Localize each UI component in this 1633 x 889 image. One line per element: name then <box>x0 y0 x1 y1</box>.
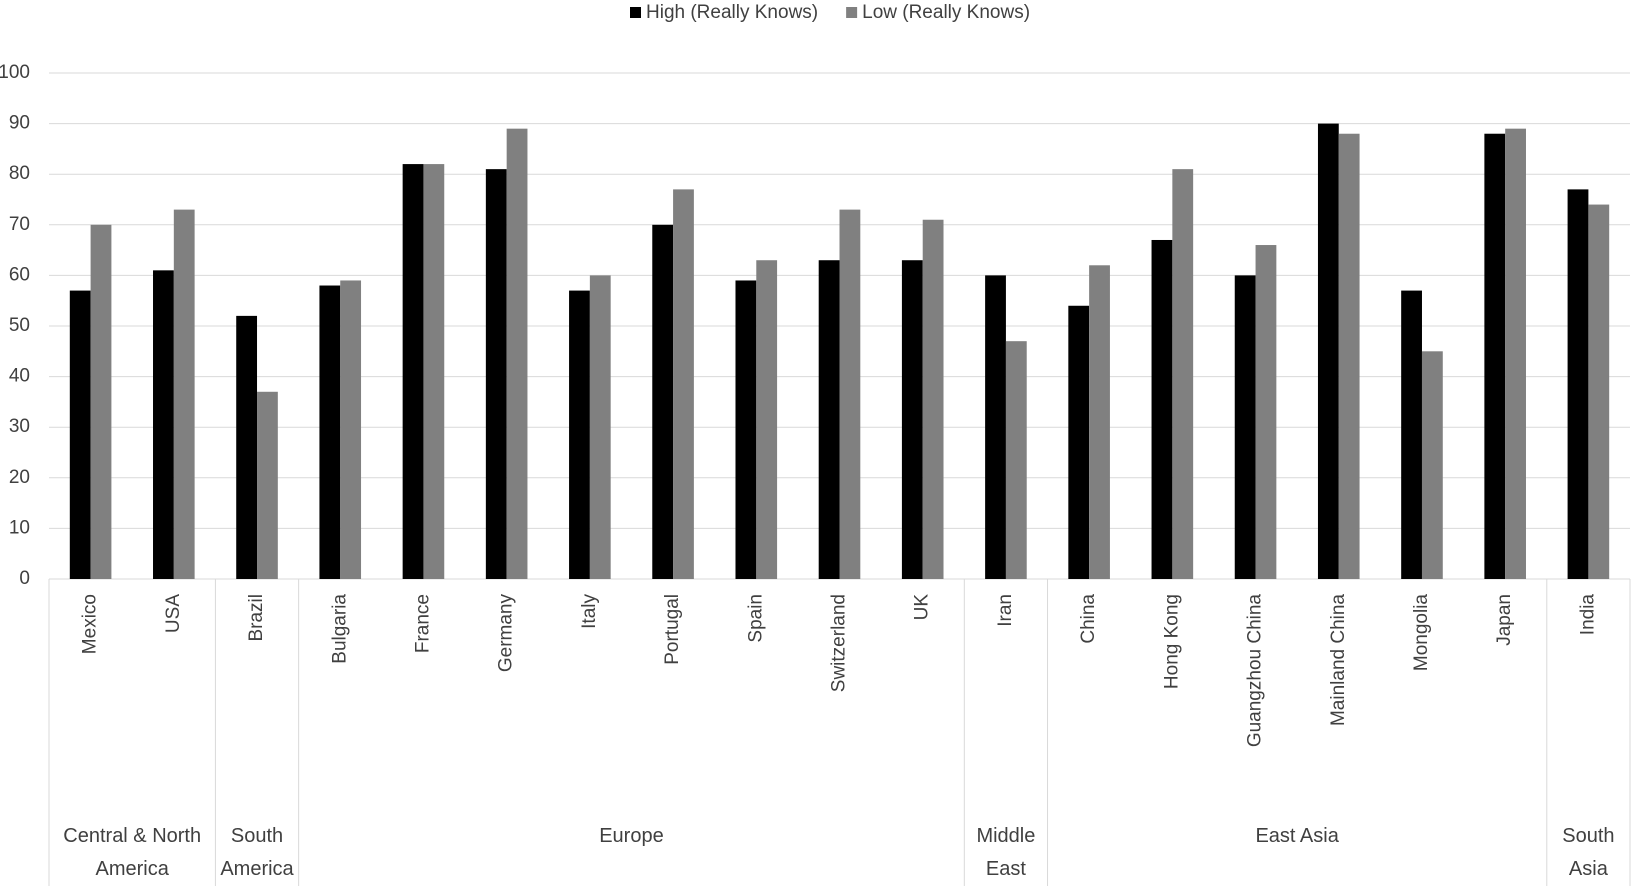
bar <box>1255 245 1277 580</box>
bar <box>1068 305 1090 579</box>
bar <box>1484 133 1506 579</box>
bar <box>153 270 174 579</box>
bar <box>818 260 840 579</box>
bar <box>1421 351 1443 579</box>
bar <box>423 164 445 579</box>
x-tick-label: Japan <box>1494 594 1515 646</box>
x-tick-label: Spain <box>745 594 766 643</box>
bar <box>340 280 362 579</box>
x-tick-label: Mainland China <box>1328 594 1349 726</box>
x-tick-label: France <box>412 594 433 653</box>
bar <box>1317 123 1339 579</box>
y-tick-label: 90 <box>9 113 30 134</box>
bar <box>652 224 674 580</box>
group-label: Middle East <box>976 825 1036 880</box>
bar <box>257 391 278 579</box>
y-tick-label: 20 <box>9 467 30 488</box>
bar <box>589 275 611 579</box>
bar <box>1005 341 1027 579</box>
bar <box>485 169 507 579</box>
group-label: Europe <box>599 825 664 847</box>
bar <box>90 224 112 580</box>
bar <box>69 290 91 579</box>
bar <box>1234 275 1256 579</box>
bar <box>985 275 1006 579</box>
y-tick-label: 40 <box>9 366 30 387</box>
legend-label: Low (Really Knows) <box>862 2 1030 23</box>
bar <box>173 209 195 579</box>
bar <box>1172 169 1194 579</box>
x-tick-label: Portugal <box>662 594 683 665</box>
x-tick-label: India <box>1577 594 1598 636</box>
group-label: South Asia <box>1562 825 1615 880</box>
group-label: Central & North America <box>63 825 202 880</box>
y-tick-label: 60 <box>9 264 30 285</box>
y-tick-label: 80 <box>9 163 30 184</box>
x-tick-label: China <box>1078 594 1099 644</box>
x-tick-label: Iran <box>995 594 1016 627</box>
legend-swatch <box>846 7 858 18</box>
bar <box>569 290 590 579</box>
bar <box>1505 128 1526 579</box>
legend-label: High (Really Knows) <box>646 2 818 23</box>
bar <box>1151 239 1173 580</box>
bar <box>1588 204 1610 579</box>
x-tick-label: Hong Kong <box>1161 594 1182 689</box>
bar <box>901 260 923 579</box>
bar <box>402 164 424 579</box>
bar <box>506 128 528 579</box>
y-tick-label: 10 <box>9 517 30 538</box>
legend-swatch <box>630 7 641 18</box>
bar <box>839 209 861 579</box>
bar <box>319 285 341 579</box>
x-tick-label: Switzerland <box>829 594 850 692</box>
bar <box>922 219 944 580</box>
bar <box>1089 265 1110 579</box>
y-tick-label: 50 <box>9 315 30 336</box>
bar <box>1567 189 1589 579</box>
y-tick-label: 70 <box>9 214 30 235</box>
x-tick-label: Mexico <box>80 594 101 654</box>
x-tick-label: UK <box>912 594 933 621</box>
x-tick-label: Germany <box>496 594 517 673</box>
group-label: East Asia <box>1255 825 1339 847</box>
x-tick-label: Italy <box>579 594 600 629</box>
x-tick-label: Mongolia <box>1411 594 1432 672</box>
x-tick-label: Brazil <box>246 594 267 642</box>
y-tick-label: 0 <box>19 568 30 589</box>
y-tick-label: 30 <box>9 416 30 437</box>
bar <box>236 315 258 579</box>
bar <box>756 260 778 579</box>
bar <box>735 280 757 579</box>
group-label: South America <box>220 825 294 880</box>
y-tick-label: 100 <box>0 62 30 83</box>
bar <box>1401 290 1422 579</box>
bar <box>1338 133 1360 579</box>
bar <box>673 189 694 579</box>
x-tick-label: USA <box>163 594 184 633</box>
x-tick-label: Bulgaria <box>329 594 350 664</box>
x-tick-label: Guangzhou China <box>1245 594 1266 748</box>
